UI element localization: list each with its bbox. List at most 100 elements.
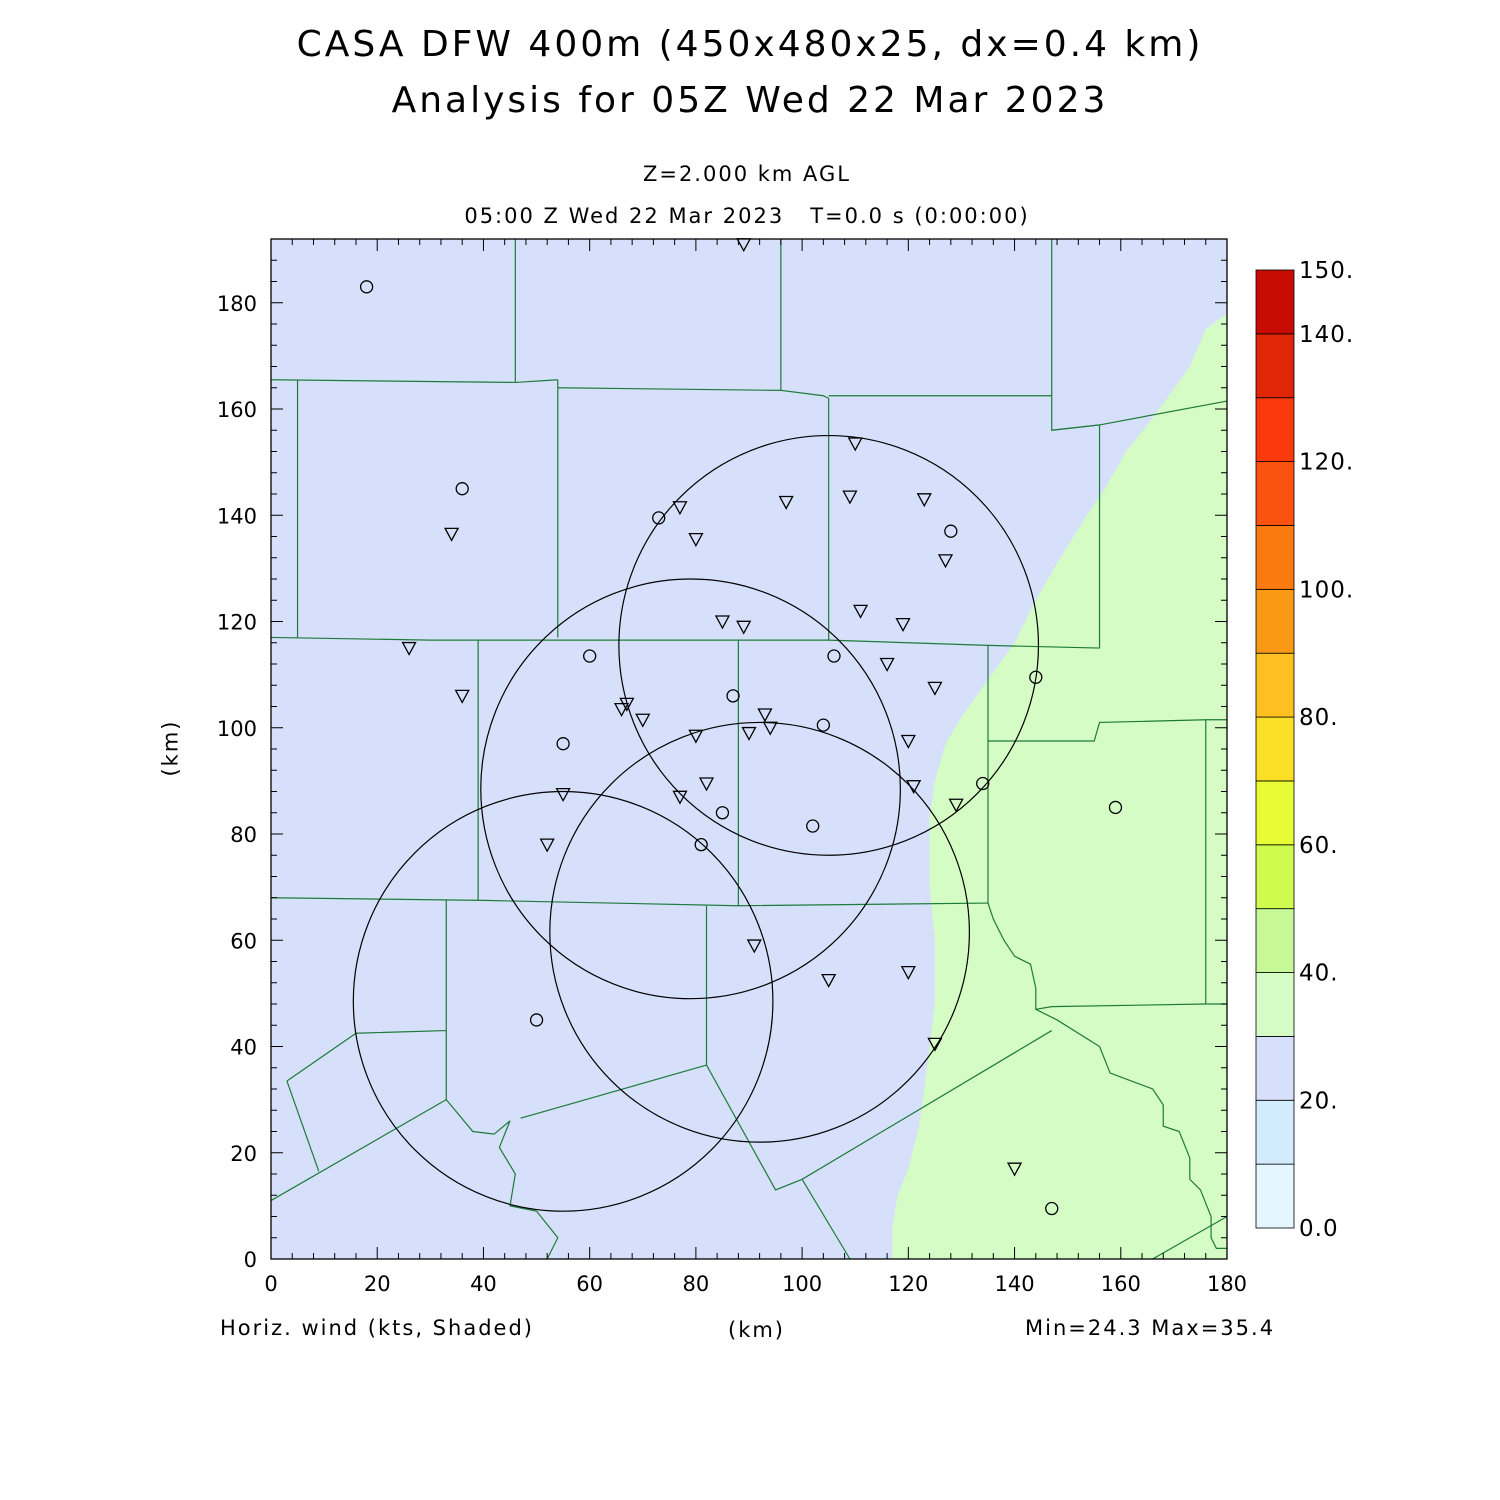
field-label: Horiz. wind (kts, Shaded) xyxy=(220,1316,534,1340)
station-triangle-marker xyxy=(688,729,704,744)
x-tick-label: 160 xyxy=(1101,1272,1141,1296)
chart-title-line2: Analysis for 05Z Wed 22 Mar 2023 xyxy=(391,80,1109,121)
station-circle-marker xyxy=(1045,1201,1059,1216)
level-label: Z=2.000 km AGL xyxy=(642,162,852,186)
y-tick-label: 40 xyxy=(230,1036,257,1060)
station-triangle-marker xyxy=(401,641,417,656)
station-circle-marker xyxy=(976,776,990,791)
time-label: 05:00 Z Wed 22 Mar 2023 T=0.0 s (0:00:00… xyxy=(464,204,1030,228)
station-triangle-marker xyxy=(539,838,555,853)
x-tick-label: 40 xyxy=(470,1272,497,1296)
station-triangle-marker xyxy=(454,689,470,704)
y-tick-label: 80 xyxy=(230,823,257,847)
station-triangle-marker xyxy=(443,527,460,542)
station-triangle-marker xyxy=(900,734,916,749)
radar-range-ring xyxy=(618,434,1040,856)
station-triangle-marker xyxy=(821,973,837,988)
station-triangle-marker xyxy=(927,1037,943,1052)
x-tick-label: 20 xyxy=(364,1272,391,1296)
colorbar-label: 20. xyxy=(1299,1088,1339,1114)
station-circle-marker xyxy=(1029,670,1043,684)
colorbar-segment xyxy=(1255,397,1295,463)
y-tick-label: 180 xyxy=(217,292,257,316)
station-triangle-marker xyxy=(698,777,715,792)
colorbar-segment xyxy=(1255,1099,1295,1165)
colorbar-segment xyxy=(1255,908,1295,973)
colorbar-segment xyxy=(1255,525,1295,590)
station-triangle-marker xyxy=(746,939,762,954)
wind-region-east xyxy=(892,313,1227,1259)
county-line xyxy=(270,1098,559,1260)
county-line xyxy=(270,897,989,907)
station-triangle-marker xyxy=(688,533,704,548)
y-tick-label: 160 xyxy=(217,398,257,422)
colorbar-segment xyxy=(1255,269,1295,335)
station-circle-marker xyxy=(556,737,570,751)
colorbar-label: 60. xyxy=(1299,833,1339,859)
station-triangle-marker xyxy=(672,501,688,516)
y-tick-label: 100 xyxy=(217,717,257,741)
station-circle-marker xyxy=(359,280,374,294)
county-line xyxy=(987,902,1227,1011)
station-triangle-marker xyxy=(879,657,895,672)
station-triangle-marker xyxy=(927,681,943,696)
station-triangle-marker xyxy=(906,780,922,795)
station-circle-marker xyxy=(715,806,730,820)
station-circle-marker xyxy=(816,718,831,732)
y-tick-label: 60 xyxy=(230,929,257,953)
station-circle-marker xyxy=(944,524,958,538)
colorbar-label: 0.0 xyxy=(1299,1216,1339,1242)
station-circle-marker xyxy=(583,649,597,663)
station-triangle-marker xyxy=(847,437,863,452)
radar-range-ring xyxy=(480,578,901,1000)
station-triangle-marker xyxy=(757,708,773,723)
colorbar-label: 80. xyxy=(1299,705,1339,731)
x-tick-label: 100 xyxy=(782,1272,822,1296)
colorbar-segment xyxy=(1255,333,1295,399)
colorbar-segment xyxy=(1255,652,1295,718)
county-line xyxy=(1152,1215,1228,1260)
colorbar-segment xyxy=(1255,461,1295,526)
station-circle-marker xyxy=(694,837,708,852)
county-line xyxy=(801,1179,851,1260)
station-triangle-marker xyxy=(741,726,757,741)
colorbar-label: 40. xyxy=(1299,961,1339,987)
station-circle-marker xyxy=(455,482,469,496)
colorbar-segment xyxy=(1255,972,1295,1037)
colorbar-segment xyxy=(1255,844,1295,910)
radar-coverage-rings xyxy=(352,434,1040,1212)
colorbar-label: 120. xyxy=(1299,450,1354,476)
x-tick-label: 180 xyxy=(1207,1272,1247,1296)
y-tick-label: 140 xyxy=(217,504,257,528)
x-axis-label: (km) xyxy=(728,1318,786,1342)
colorbar: 0.0 20. 40. 60. 80. 100. 120. 140. 150. xyxy=(1255,258,1354,1242)
x-tick-label: 0 xyxy=(264,1272,277,1296)
radar-range-ring xyxy=(352,790,774,1212)
county-line xyxy=(557,387,781,392)
axis-ticks: 0 20 40 60 80 100 120 140 160 180 0 20 40 60 80 100 120 1… xyxy=(217,238,1247,1296)
county-line xyxy=(1035,1008,1227,1249)
station-circle-marker xyxy=(726,689,740,703)
station-triangle-marker xyxy=(762,721,778,736)
station-triangle-marker xyxy=(895,618,911,633)
y-axis-label: (km) xyxy=(158,719,183,777)
x-tick-label: 80 xyxy=(683,1272,710,1296)
x-tick-label: 140 xyxy=(995,1272,1035,1296)
station-circle-marker xyxy=(652,511,666,525)
colorbar-segment xyxy=(1255,1036,1295,1101)
station-triangle-marker xyxy=(948,798,964,813)
y-tick-label: 20 xyxy=(230,1142,257,1166)
station-triangle-marker xyxy=(672,790,688,805)
station-triangle-marker xyxy=(736,620,752,635)
station-triangle-marker xyxy=(1006,1162,1023,1177)
county-line xyxy=(270,636,1100,649)
x-tick-label: 120 xyxy=(888,1272,928,1296)
county-line xyxy=(988,719,1227,742)
station-triangle-marker xyxy=(619,697,635,712)
chart-title-line1: CASA DFW 400m (450x480x25, dx=0.4 km) xyxy=(296,24,1204,65)
station-circle-marker xyxy=(529,1013,544,1027)
station-triangle-marker xyxy=(937,554,954,569)
y-tick-label: 120 xyxy=(217,611,257,635)
county-boundaries xyxy=(270,239,1228,1260)
